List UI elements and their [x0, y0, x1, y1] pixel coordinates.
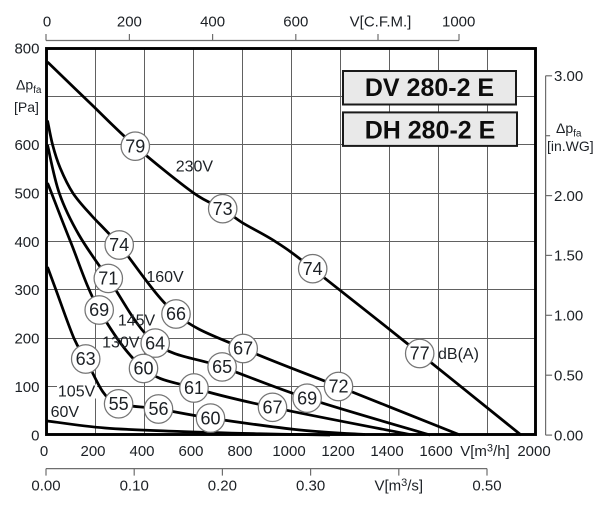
svg-text:500: 500 [14, 185, 39, 202]
svg-text:3.00: 3.00 [554, 68, 583, 85]
svg-text:0: 0 [43, 14, 51, 31]
svg-text:DV 280-2 E: DV 280-2 E [365, 74, 494, 102]
svg-text:60: 60 [133, 359, 153, 379]
svg-text:600: 600 [178, 443, 203, 460]
svg-text:69: 69 [297, 388, 317, 408]
svg-text:67: 67 [233, 339, 253, 359]
svg-text:100: 100 [14, 379, 39, 396]
svg-text:56: 56 [148, 399, 168, 419]
svg-text:200: 200 [14, 331, 39, 348]
svg-text:600: 600 [14, 137, 39, 154]
svg-text:600: 600 [283, 14, 308, 31]
svg-text:145V: 145V [118, 313, 156, 330]
svg-text:2000: 2000 [517, 443, 550, 460]
svg-text:105V: 105V [58, 384, 96, 401]
svg-text:72: 72 [328, 377, 348, 397]
svg-text:800: 800 [14, 40, 39, 57]
svg-text:0.50: 0.50 [472, 478, 501, 495]
svg-text:0.10: 0.10 [120, 478, 149, 495]
svg-text:77: 77 [410, 344, 430, 364]
svg-text:160V: 160V [146, 269, 184, 286]
svg-text:300: 300 [14, 282, 39, 299]
svg-text:69: 69 [89, 300, 109, 320]
svg-text:V[C.F.M.]: V[C.F.M.] [350, 14, 412, 31]
svg-text:71: 71 [98, 269, 118, 289]
svg-text:130V: 130V [102, 335, 140, 352]
svg-text:60V: 60V [51, 404, 80, 421]
svg-text:0.00: 0.00 [554, 427, 583, 444]
svg-text:79: 79 [125, 136, 145, 156]
svg-text:66: 66 [166, 304, 186, 324]
svg-text:V[m3/s]: V[m3/s] [374, 477, 423, 495]
svg-text:0.20: 0.20 [208, 478, 237, 495]
svg-text:63: 63 [76, 349, 96, 369]
svg-text:60: 60 [200, 408, 220, 428]
svg-text:0: 0 [40, 443, 48, 460]
svg-text:1000: 1000 [272, 443, 305, 460]
svg-text:0.30: 0.30 [296, 478, 325, 495]
svg-text:55: 55 [109, 394, 129, 414]
svg-text:400: 400 [200, 14, 225, 31]
svg-text:0.50: 0.50 [554, 368, 583, 385]
svg-text:DH 280-2 E: DH 280-2 E [365, 116, 496, 144]
svg-text:61: 61 [184, 378, 204, 398]
svg-text:1.50: 1.50 [554, 248, 583, 265]
svg-text:V[m3/h]: V[m3/h] [460, 443, 509, 461]
svg-text:[in.WG]: [in.WG] [547, 138, 594, 154]
svg-text:1400: 1400 [370, 443, 403, 460]
svg-text:67: 67 [262, 398, 282, 418]
svg-text:1600: 1600 [419, 443, 452, 460]
svg-text:64: 64 [145, 333, 165, 353]
svg-text:65: 65 [212, 357, 232, 377]
svg-text:1200: 1200 [321, 443, 354, 460]
svg-text:74: 74 [109, 235, 129, 255]
svg-text:1.00: 1.00 [554, 308, 583, 325]
svg-text:0.00: 0.00 [31, 478, 60, 495]
svg-text:1000: 1000 [442, 14, 475, 31]
svg-text:800: 800 [227, 443, 252, 460]
svg-text:230V: 230V [176, 159, 214, 176]
svg-text:200: 200 [117, 14, 142, 31]
svg-text:400: 400 [14, 234, 39, 251]
svg-text:200: 200 [80, 443, 105, 460]
svg-text:74: 74 [303, 259, 323, 279]
svg-text:dB(A): dB(A) [438, 346, 479, 363]
svg-text:[Pa]: [Pa] [14, 99, 39, 115]
svg-text:73: 73 [213, 199, 233, 219]
svg-text:2.00: 2.00 [554, 188, 583, 205]
svg-text:400: 400 [129, 443, 154, 460]
svg-text:0: 0 [31, 427, 39, 444]
